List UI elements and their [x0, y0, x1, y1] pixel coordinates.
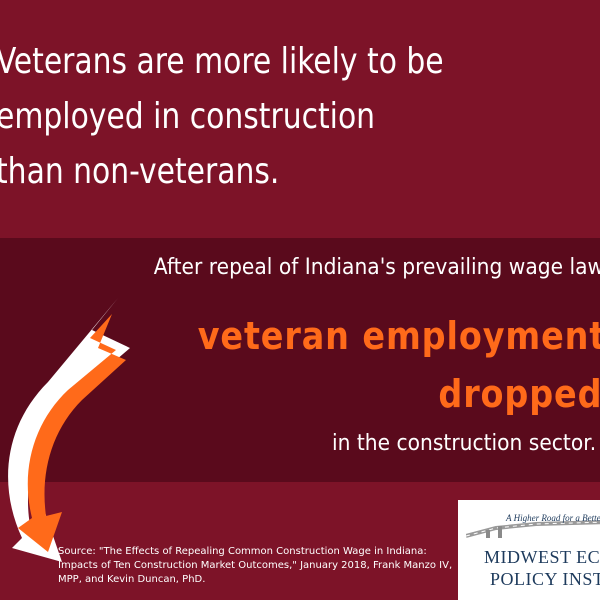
road-icon [466, 520, 600, 538]
source-citation: Source: "The Effects of Repealing Common… [58, 546, 453, 585]
headline-line-2: employed in construction [0, 96, 376, 137]
emphasis-line-1: veteran employment [197, 314, 600, 358]
headline-line-1: Veterans are more likely to be [0, 41, 444, 82]
repeal-text: After repeal of Indiana's prevailing wag… [153, 255, 600, 280]
logo-tagline: A Higher Road for a Better Tomorrow [506, 513, 600, 523]
headline: Veterans are more likely to be employed … [0, 34, 511, 199]
sector-text: in the construction sector. [331, 431, 596, 456]
institute-logo: A Higher Road for a Better Tomorrow MIDW… [458, 500, 600, 600]
emphasis-line-2: dropped [437, 372, 600, 416]
logo-name-line-2: POLICY INSTITUTE [490, 569, 600, 589]
logo-name-line-1: MIDWEST ECONOMIC [484, 547, 600, 567]
down-arrow-icon [8, 298, 131, 562]
headline-line-3: than non-veterans. [0, 151, 280, 192]
